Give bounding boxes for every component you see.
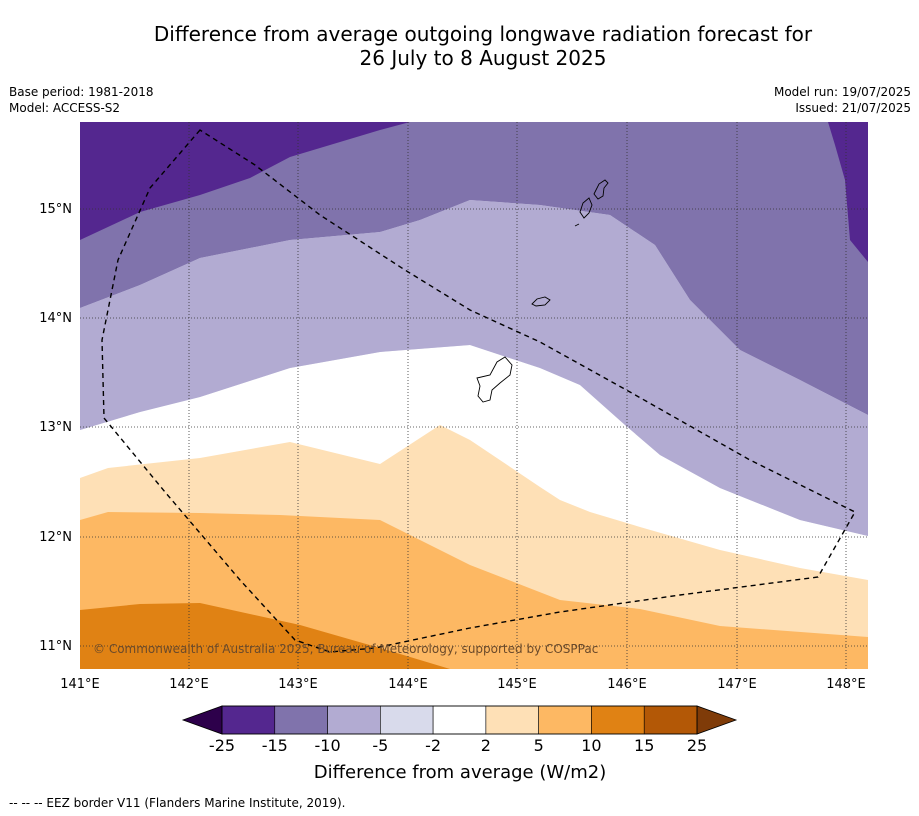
lon-tick: 145°E (497, 677, 537, 692)
guam-outline (476, 356, 513, 403)
colorbar-segment (538, 705, 592, 735)
band-minus15-minus10 (80, 122, 868, 415)
gridlines (80, 122, 868, 669)
band-minus10-minus5-fill (80, 200, 868, 536)
lon-tick: 147°E (717, 677, 757, 692)
lat-tick: 12°N (39, 530, 72, 545)
meta-left: Base period: 1981-2018 Model: ACCESS-S2 (9, 84, 154, 116)
band-minus25-minus15-west (80, 122, 410, 240)
colorbar-segment (485, 705, 539, 735)
colorbar-outline (221, 705, 698, 735)
colorbar-tick-label: -25 (209, 736, 235, 755)
lon-tick: 146°E (607, 677, 647, 692)
lon-tick: 144°E (388, 677, 428, 692)
latitude-ticks: 15°N 14°N 13°N 12°N 11°N (39, 202, 72, 654)
colorbar-labels: -25 -15 -10 -5 -2 2 5 10 15 25 (209, 736, 707, 755)
colorbar-segment (327, 705, 381, 735)
colorbar-over-arrow (696, 705, 738, 735)
copyright-notice: © Commonwealth of Australia 2025, Bureau… (93, 642, 598, 656)
colorbar-tick-label: 15 (634, 736, 654, 755)
eez-border (101, 129, 856, 653)
colorbar-tick-label: 10 (581, 736, 601, 755)
title-line-2: 26 July to 8 August 2025 (359, 46, 607, 70)
aguijan-outline (574, 223, 580, 227)
colorbar-segment (221, 705, 276, 735)
colorbar-segments (221, 705, 698, 735)
base-period: Base period: 1981-2018 (9, 85, 154, 99)
colorbar-tick-label: 25 (687, 736, 707, 755)
issued-date: Issued: 21/07/2025 (795, 101, 911, 115)
colorbar-title: Difference from average (W/m2) (314, 762, 606, 783)
model-run: Model run: 19/07/2025 (773, 85, 911, 99)
colorbar-segment (432, 705, 487, 735)
colorbar-tick-label: -5 (372, 736, 388, 755)
lon-tick: 142°E (169, 677, 209, 692)
colorbar-segment (380, 705, 434, 735)
lat-tick: 15°N (39, 202, 72, 217)
colorbar-segment (274, 705, 328, 735)
map-title: Difference from average outgoing longwav… (0, 22, 919, 70)
title-line-1: Difference from average outgoing longwav… (153, 22, 813, 46)
rota-outline (531, 296, 551, 307)
olr-anomaly-field (80, 122, 868, 669)
colorbar-segment (643, 705, 698, 735)
colorbar-tick-label: 2 (481, 736, 491, 755)
lon-tick: 148°E (826, 677, 866, 692)
lat-tick: 13°N (39, 420, 72, 435)
colorbar-tick-label: -15 (262, 736, 288, 755)
map-figure: © Commonwealth of Australia 2025, Bureau… (39, 122, 868, 783)
meta-right: Model run: 19/07/2025 Issued: 21/07/2025 (774, 84, 911, 116)
lon-tick: 141°E (60, 677, 100, 692)
colorbar-tick-label: 5 (534, 736, 544, 755)
islands (476, 179, 609, 403)
colorbar-under-arrow (181, 705, 223, 735)
colorbar-tick-label: -2 (425, 736, 441, 755)
lat-tick: 14°N (39, 311, 72, 326)
model-name: Model: ACCESS-S2 (9, 101, 121, 115)
colorbar: -25 -15 -10 -5 -2 2 5 10 15 25 Difference from av… (181, 705, 738, 783)
tinian-outline (579, 197, 593, 219)
lat-tick: 11°N (39, 639, 72, 654)
band-minus25-minus15-east (828, 122, 868, 262)
colorbar-tick-label: -10 (314, 736, 340, 755)
eez-footnote: -- -- -- EEZ border V11 (Flanders Marine… (9, 796, 346, 810)
longitude-ticks: 141°E 142°E 143°E 144°E 145°E 146°E 147°… (60, 677, 866, 692)
colorbar-segment (591, 705, 645, 735)
saipan-outline (593, 179, 609, 200)
lon-tick: 143°E (278, 677, 318, 692)
